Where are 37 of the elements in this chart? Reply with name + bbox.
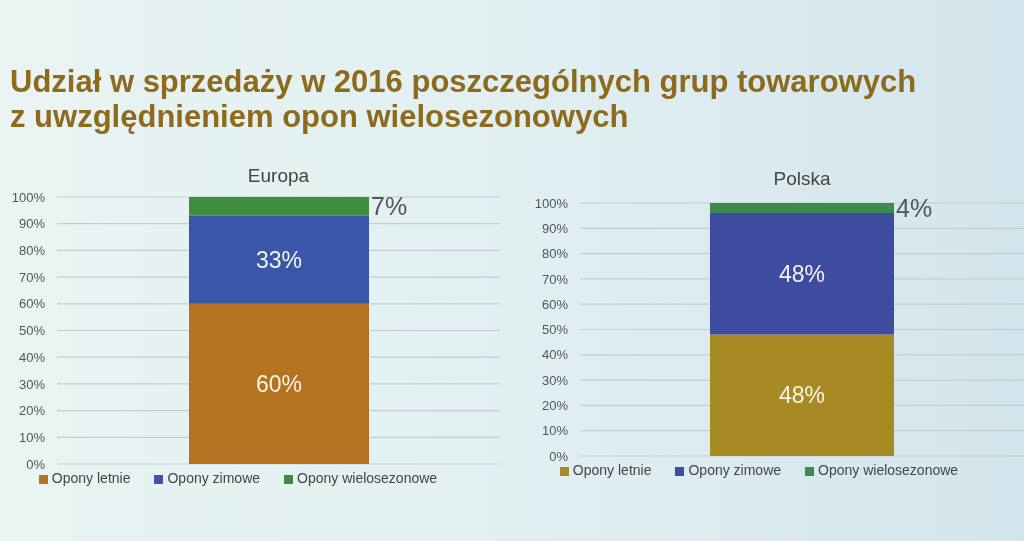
y-tick-label: 20% [541, 398, 569, 414]
data-label: 33% [255, 246, 303, 273]
data-label: 4% [896, 194, 933, 223]
y-tick-label: 10% [541, 423, 569, 439]
y-tick-label: 30% [18, 376, 46, 392]
y-tick-label: 60% [541, 296, 569, 312]
chart-subtitle: Polska [772, 168, 832, 190]
y-tick-label: 90% [18, 216, 46, 232]
y-tick-label: 50% [18, 323, 46, 339]
y-tick-label: 70% [541, 271, 569, 287]
y-tick-label: 30% [541, 372, 569, 388]
legend-label: Opony wielosezonowe [818, 462, 959, 478]
y-tick-label: 50% [541, 322, 569, 338]
data-label: 48% [778, 382, 826, 409]
y-tick-label: 20% [18, 403, 46, 419]
y-tick-label: 40% [541, 347, 569, 363]
y-tick-label: 70% [18, 269, 46, 285]
legend-label: Opony letnie [51, 470, 131, 486]
legend-label: Opony zimowe [688, 462, 782, 478]
y-tick-label: 90% [541, 220, 569, 236]
data-label: 7% [371, 192, 408, 221]
chart-title: Udział w sprzedaży w 2016 poszczególnych grup towarowych z uwzględnieniem opon wielosezonowych [10, 64, 918, 134]
y-tick-label: 100% [534, 195, 569, 211]
y-tick-label: 60% [18, 296, 46, 312]
data-label: 60% [255, 370, 303, 397]
legend-label: Opony wielosezonowe [297, 470, 438, 486]
y-tick-label: 0% [26, 456, 46, 472]
y-tick-label: 10% [18, 429, 46, 445]
y-tick-label: 40% [18, 349, 46, 365]
y-tick-label: 100% [11, 189, 46, 205]
chart-subtitle: Europa [246, 165, 311, 187]
y-tick-label: 80% [541, 246, 569, 262]
legend-label: Opony letnie [572, 462, 652, 478]
y-tick-label: 0% [549, 448, 569, 464]
y-tick-label: 80% [18, 243, 46, 259]
data-label: 48% [778, 260, 826, 287]
legend-label: Opony zimowe [167, 470, 261, 486]
